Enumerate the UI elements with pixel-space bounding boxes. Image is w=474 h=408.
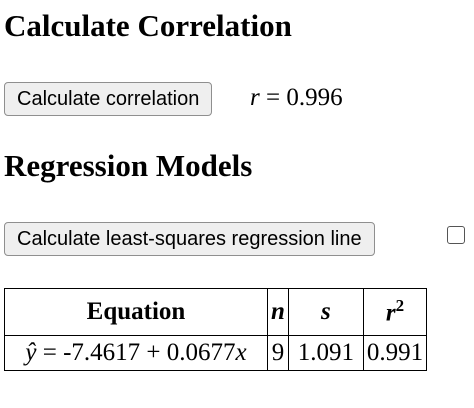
superscript: 2 — [395, 296, 405, 316]
r2-cell: 0.991 — [362, 335, 428, 371]
section-title: Regression Models — [4, 148, 253, 183]
results-table: Equation n s r2 ŷ = -7.4617 + 0.0677x 9 … — [4, 288, 428, 371]
header-text: r — [385, 299, 396, 327]
equation-middle: = -7.4617 + 0.0677 — [42, 339, 236, 366]
symbol: r — [250, 84, 260, 111]
n-cell: 9 — [267, 335, 289, 371]
variable: x — [235, 339, 247, 366]
correlation-button[interactable]: Calculate correlation — [4, 82, 213, 116]
section-title: Calculate Correlation — [4, 8, 292, 43]
data-row: ŷ = -7.4617 + 0.0677x 9 1.091 0.991 — [4, 335, 428, 371]
checkbox[interactable] — [447, 226, 465, 244]
header-cell: Equation — [4, 288, 268, 336]
header-row: Equation n s r2 — [4, 288, 428, 336]
regression-button[interactable]: Calculate least-squares regression line — [4, 222, 375, 256]
equation-cell: ŷ = -7.4617 + 0.0677x — [4, 335, 268, 371]
header-text: n — [271, 298, 285, 325]
header-cell: r2 — [362, 288, 428, 336]
correlation-result: r = 0.996 — [250, 84, 343, 112]
s-cell: 1.091 — [287, 335, 364, 371]
header-cell: s — [287, 288, 364, 336]
value: 0.996 — [286, 84, 343, 111]
header-cell: n — [267, 288, 289, 336]
lhs: ŷ — [25, 339, 37, 366]
header-text: s — [321, 298, 331, 325]
relation: = — [265, 84, 281, 111]
